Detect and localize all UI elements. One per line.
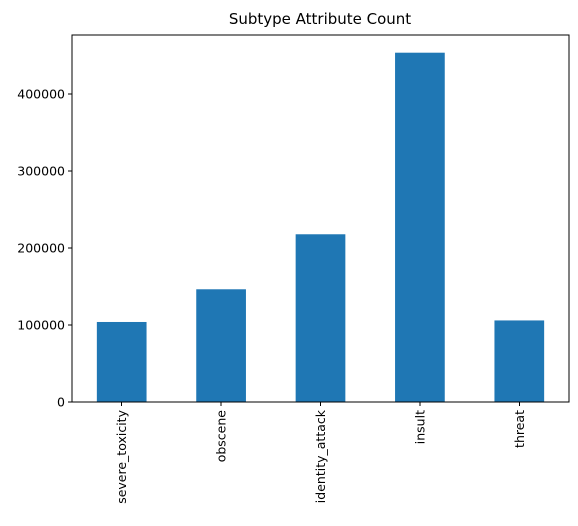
y-axis: 0 100000 200000 300000 400000 [17,87,72,410]
bar-threat [494,320,545,402]
bar-insult [395,52,445,402]
y-tick-label: 0 [57,395,65,410]
y-tick-label: 200000 [17,241,65,256]
bar-identity-attack [295,234,346,402]
x-tick-label: threat [512,410,527,448]
chart-title: Subtype Attribute Count [229,10,411,28]
y-tick-label: 100000 [17,318,65,333]
x-tick-label: insult [412,410,427,444]
bar-obscene [196,289,246,402]
y-tick-label: 400000 [17,87,65,102]
x-tick-label: severe_toxicity [114,409,129,503]
y-tick-label: 300000 [17,164,65,179]
x-tick-label: identity_attack [313,409,328,503]
plot-frame [71,34,570,403]
bars-layer [96,52,545,402]
bar-severe-toxicity [96,321,147,402]
x-tick-label: obscene [214,410,229,463]
x-axis: severe_toxicity obscene identity_attack ins… [114,402,527,504]
